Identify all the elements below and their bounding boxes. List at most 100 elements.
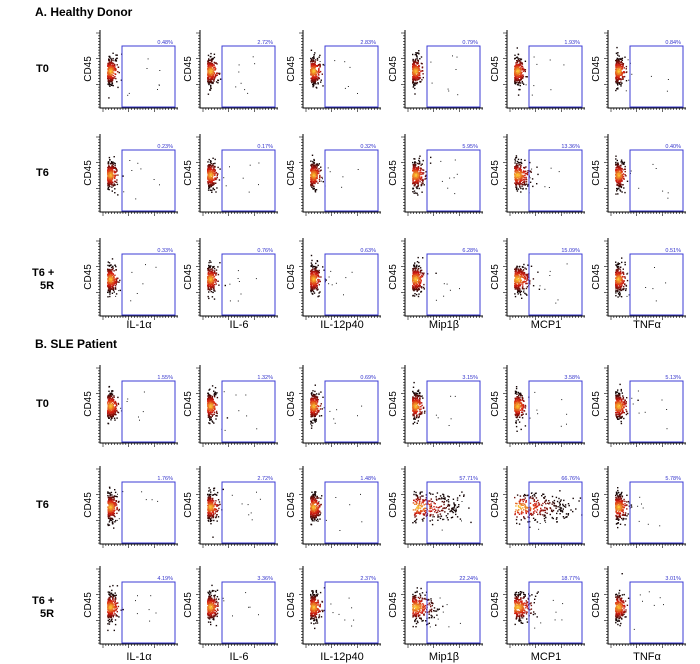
gate-box bbox=[528, 581, 583, 644]
gate-percent: 3.15% bbox=[462, 375, 478, 381]
density-cloud bbox=[514, 591, 564, 629]
flow-plot: CD45 57.71% bbox=[388, 466, 483, 548]
gate-percent: 2.72% bbox=[257, 40, 273, 46]
y-axis-label: CD45 bbox=[490, 592, 501, 618]
gate-percent: 4.19% bbox=[157, 576, 173, 582]
density-cloud bbox=[412, 381, 456, 426]
gate-percent: 6.28% bbox=[462, 248, 478, 254]
y-axis-label: CD45 bbox=[388, 492, 399, 518]
density-cloud bbox=[310, 491, 363, 531]
gate-box bbox=[221, 45, 276, 108]
flow-plot: CD45 1.93% bbox=[490, 30, 585, 112]
row-label: T6 bbox=[36, 167, 49, 179]
y-axis-label: CD45 bbox=[388, 264, 399, 290]
flow-plot: CD45 0.32% bbox=[286, 134, 381, 216]
density-cloud bbox=[412, 155, 458, 196]
gate-box bbox=[324, 45, 379, 108]
y-axis-label: CD45 bbox=[286, 492, 297, 518]
gate-box bbox=[629, 481, 684, 544]
flow-plot: CD45 0.76% bbox=[183, 238, 278, 320]
x-axis-label: TNFα bbox=[633, 651, 661, 663]
y-axis-label: CD45 bbox=[591, 391, 602, 417]
y-axis-label: CD45 bbox=[83, 56, 94, 82]
flow-plot: CD45 3.36% bbox=[183, 566, 278, 648]
gate-percent: 2.83% bbox=[360, 40, 376, 46]
gate-percent: 1.55% bbox=[157, 375, 173, 381]
flow-plot: CD45 2.72% bbox=[183, 30, 278, 112]
flow-plot: CD45 0.23% bbox=[83, 134, 178, 216]
gate-box bbox=[121, 481, 176, 544]
gate-percent: 66.76% bbox=[561, 476, 580, 482]
y-axis-label: CD45 bbox=[286, 160, 297, 186]
gate-box bbox=[121, 45, 176, 108]
gate-box bbox=[121, 253, 176, 316]
gate-box bbox=[221, 581, 276, 644]
gate-percent: 18.77% bbox=[561, 576, 580, 582]
gate-box bbox=[121, 380, 176, 443]
gate-percent: 15.09% bbox=[561, 248, 580, 254]
gate-box bbox=[426, 581, 481, 644]
density-cloud bbox=[514, 263, 568, 304]
gate-percent: 0.32% bbox=[360, 144, 376, 150]
flow-plot: CD45 5.13% bbox=[591, 365, 686, 447]
density-cloud bbox=[412, 256, 460, 301]
density-cloud bbox=[514, 490, 583, 530]
density-cloud bbox=[107, 385, 145, 425]
x-axis-label: IL-1α bbox=[126, 651, 152, 663]
flow-plot: CD45 0.84% bbox=[591, 30, 686, 112]
flow-plot: CD45 1.48% bbox=[286, 466, 381, 548]
density-cloud bbox=[615, 155, 669, 199]
flow-plot: CD45 3.58% bbox=[490, 365, 585, 447]
gate-percent: 0.48% bbox=[157, 40, 173, 46]
density-cloud bbox=[107, 156, 160, 200]
gate-percent: 5.95% bbox=[462, 144, 478, 150]
density-cloud bbox=[615, 257, 667, 302]
flow-plot: CD45 0.33% bbox=[83, 238, 178, 320]
gate-percent: 0.17% bbox=[257, 144, 273, 150]
gate-percent: 1.93% bbox=[564, 40, 580, 46]
density-cloud bbox=[207, 157, 260, 193]
flow-plot: CD45 1.55% bbox=[83, 365, 178, 447]
gate-percent: 0.84% bbox=[665, 40, 681, 46]
flow-plot: CD45 15.09% bbox=[490, 238, 585, 320]
x-axis-label: IL-12p40 bbox=[320, 651, 363, 663]
section-title-b: B. SLE Patient bbox=[35, 337, 117, 351]
gate-percent: 0.79% bbox=[462, 40, 478, 46]
y-axis-label: CD45 bbox=[388, 592, 399, 618]
flow-plot: CD45 0.51% bbox=[591, 238, 686, 320]
density-cloud bbox=[107, 258, 157, 302]
gate-box bbox=[426, 149, 481, 212]
x-axis-label: TNFα bbox=[633, 319, 661, 331]
density-cloud bbox=[310, 384, 363, 429]
y-axis-label: CD45 bbox=[388, 56, 399, 82]
gate-percent: 0.33% bbox=[157, 248, 173, 254]
density-cloud bbox=[207, 584, 259, 627]
x-axis-label: Mip1β bbox=[429, 651, 459, 663]
row-label: T0 bbox=[36, 398, 49, 410]
gate-percent: 2.72% bbox=[257, 476, 273, 482]
row-label: T6 bbox=[36, 499, 49, 511]
flow-plot: CD45 0.40% bbox=[591, 134, 686, 216]
gate-percent: 13.36% bbox=[561, 144, 580, 150]
y-axis-label: CD45 bbox=[591, 264, 602, 290]
density-cloud bbox=[514, 47, 565, 96]
y-axis-label: CD45 bbox=[490, 492, 501, 518]
section-title-a: A. Healthy Donor bbox=[35, 5, 133, 19]
gate-percent: 0.51% bbox=[665, 248, 681, 254]
y-axis-label: CD45 bbox=[286, 56, 297, 82]
flow-plot: CD45 1.76% bbox=[83, 466, 178, 548]
flow-plot: CD45 18.77% bbox=[490, 566, 585, 648]
gate-percent: 0.23% bbox=[157, 144, 173, 150]
gate-box bbox=[426, 253, 481, 316]
y-axis-label: CD45 bbox=[83, 592, 94, 618]
density-cloud bbox=[412, 587, 461, 628]
gate-box bbox=[426, 380, 481, 443]
gate-box bbox=[221, 481, 276, 544]
flow-plot: CD45 0.79% bbox=[388, 30, 483, 112]
y-axis-label: CD45 bbox=[183, 391, 194, 417]
density-cloud bbox=[107, 486, 159, 529]
gate-percent: 3.58% bbox=[564, 375, 580, 381]
density-cloud bbox=[615, 383, 668, 430]
flow-plot: CD45 66.76% bbox=[490, 466, 585, 548]
